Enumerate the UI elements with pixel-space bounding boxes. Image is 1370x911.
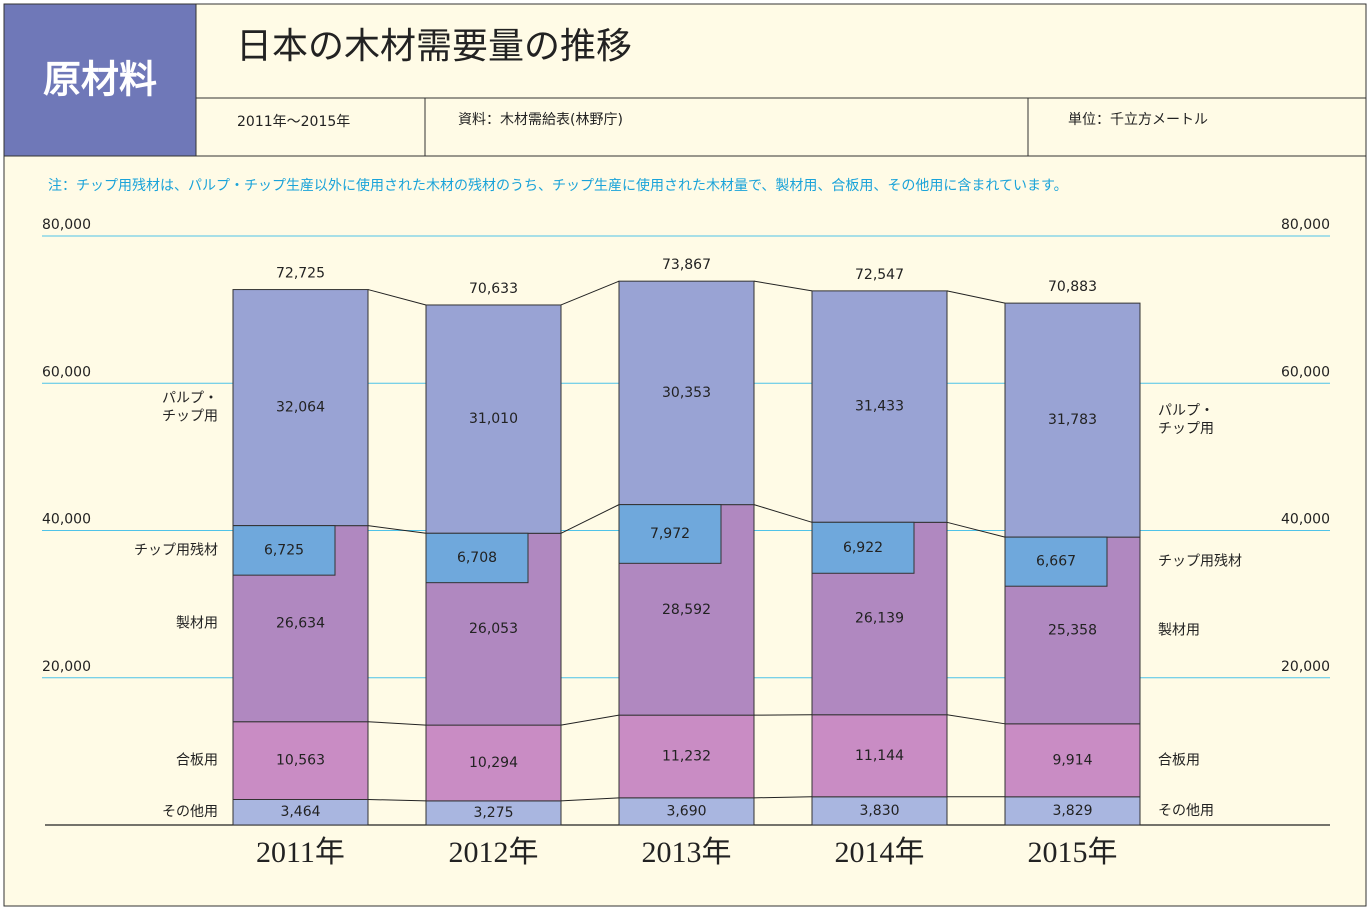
badge: 原材料	[43, 58, 157, 102]
series-label: 合板用	[176, 753, 218, 769]
note: 注：チップ用残材は、パルプ・チップ生産以外に使用された木材の残材のうち、チップ生…	[48, 177, 1068, 194]
bar-segment	[425, 304, 562, 534]
bar-segment	[425, 724, 562, 802]
y-tick-label: 80,000	[42, 217, 91, 233]
value-label: 3,690	[666, 803, 706, 819]
bar-segment	[232, 289, 369, 527]
x-tick-label: 2012年	[449, 836, 539, 869]
connector	[946, 290, 1006, 304]
connector	[753, 796, 813, 799]
bar-segment	[811, 796, 948, 826]
connector	[560, 797, 620, 802]
connector	[753, 504, 813, 523]
overlay-box	[1004, 536, 1108, 587]
connector	[946, 714, 1006, 725]
bar-segment	[618, 714, 755, 799]
y-tick-label: 20,000	[42, 659, 91, 675]
total-label: 72,547	[855, 267, 904, 283]
y2-tick-label: 80,000	[1281, 217, 1330, 233]
period: 2011年～2015年	[237, 114, 350, 130]
total-label: 72,725	[276, 266, 325, 282]
series-label: 合板用	[1158, 752, 1200, 768]
overlay-box	[232, 525, 336, 576]
total-label: 73,867	[662, 257, 711, 273]
bar-segment	[1004, 796, 1141, 826]
bar-segment	[425, 800, 562, 826]
connector	[367, 798, 427, 802]
value-label: 10,294	[469, 755, 518, 771]
y-tick-label: 40,000	[42, 512, 91, 528]
value-label: 6,725	[264, 542, 304, 558]
value-label: 26,053	[469, 621, 518, 637]
bar-segment	[811, 714, 948, 798]
overlay-box	[425, 532, 529, 584]
connector	[367, 721, 427, 726]
x-tick-label: 2015年	[1028, 836, 1118, 869]
source: 資料：木材需給表(林野庁)	[458, 112, 623, 128]
connector	[560, 714, 620, 726]
connector	[367, 289, 427, 306]
bar-segment	[1004, 723, 1141, 798]
connector	[753, 280, 813, 292]
value-label: 11,232	[662, 748, 711, 764]
x-tick-label: 2014年	[835, 836, 925, 869]
value-label: 28,592	[662, 602, 711, 618]
value-label: 26,139	[855, 611, 904, 627]
x-tick-label: 2011年	[256, 836, 345, 869]
overlay-box	[811, 521, 915, 574]
value-label: 11,144	[855, 748, 904, 764]
y-tick-label: 60,000	[42, 364, 91, 380]
series-label: 製材用	[176, 616, 218, 632]
value-label: 10,563	[276, 753, 325, 769]
title: 日本の木材需要量の推移	[236, 26, 632, 67]
total-label: 70,883	[1048, 279, 1097, 295]
connector	[560, 280, 620, 306]
total-label: 70,633	[469, 281, 518, 297]
connector	[367, 525, 427, 534]
value-label: 3,275	[473, 805, 513, 821]
value-label: 3,830	[859, 803, 899, 819]
value-label: 6,922	[843, 540, 883, 556]
bar-segment	[232, 721, 369, 800]
value-label: 6,708	[457, 550, 497, 566]
series-label: 製材用	[1158, 622, 1200, 638]
series-label: その他用	[162, 804, 218, 820]
value-label: 9,914	[1052, 752, 1092, 768]
value-label: 31,433	[855, 399, 904, 415]
bar-segment	[811, 290, 948, 523]
value-label: 3,464	[280, 804, 320, 820]
badge-box	[3, 3, 197, 157]
bar-segment	[1004, 302, 1141, 538]
overlay-box	[618, 504, 722, 564]
series-label: チップ用残材	[1158, 554, 1242, 570]
value-label: 3,829	[1052, 803, 1092, 819]
series-label: チップ用残材	[134, 542, 218, 558]
connector	[946, 521, 1006, 538]
bar-segment	[618, 280, 755, 506]
value-label: 32,064	[276, 400, 325, 416]
y2-tick-label: 60,000	[1281, 364, 1330, 380]
series-label: パルプ・チップ用	[1158, 403, 1214, 437]
value-label: 26,634	[276, 616, 325, 632]
value-label: 25,358	[1048, 622, 1097, 638]
y2-tick-label: 40,000	[1281, 512, 1330, 528]
y2-tick-label: 20,000	[1281, 659, 1330, 675]
value-label: 6,667	[1036, 554, 1076, 570]
x-tick-label: 2013年	[642, 836, 732, 869]
series-label: パルプ・チップ用	[162, 391, 218, 425]
value-label: 30,353	[662, 385, 711, 401]
unit: 単位：千立方メートル	[1068, 112, 1208, 128]
value-label: 31,010	[469, 411, 518, 427]
value-label: 31,783	[1048, 412, 1097, 428]
connector	[560, 504, 620, 534]
series-label: その他用	[1158, 803, 1214, 819]
value-label: 7,972	[650, 526, 690, 542]
